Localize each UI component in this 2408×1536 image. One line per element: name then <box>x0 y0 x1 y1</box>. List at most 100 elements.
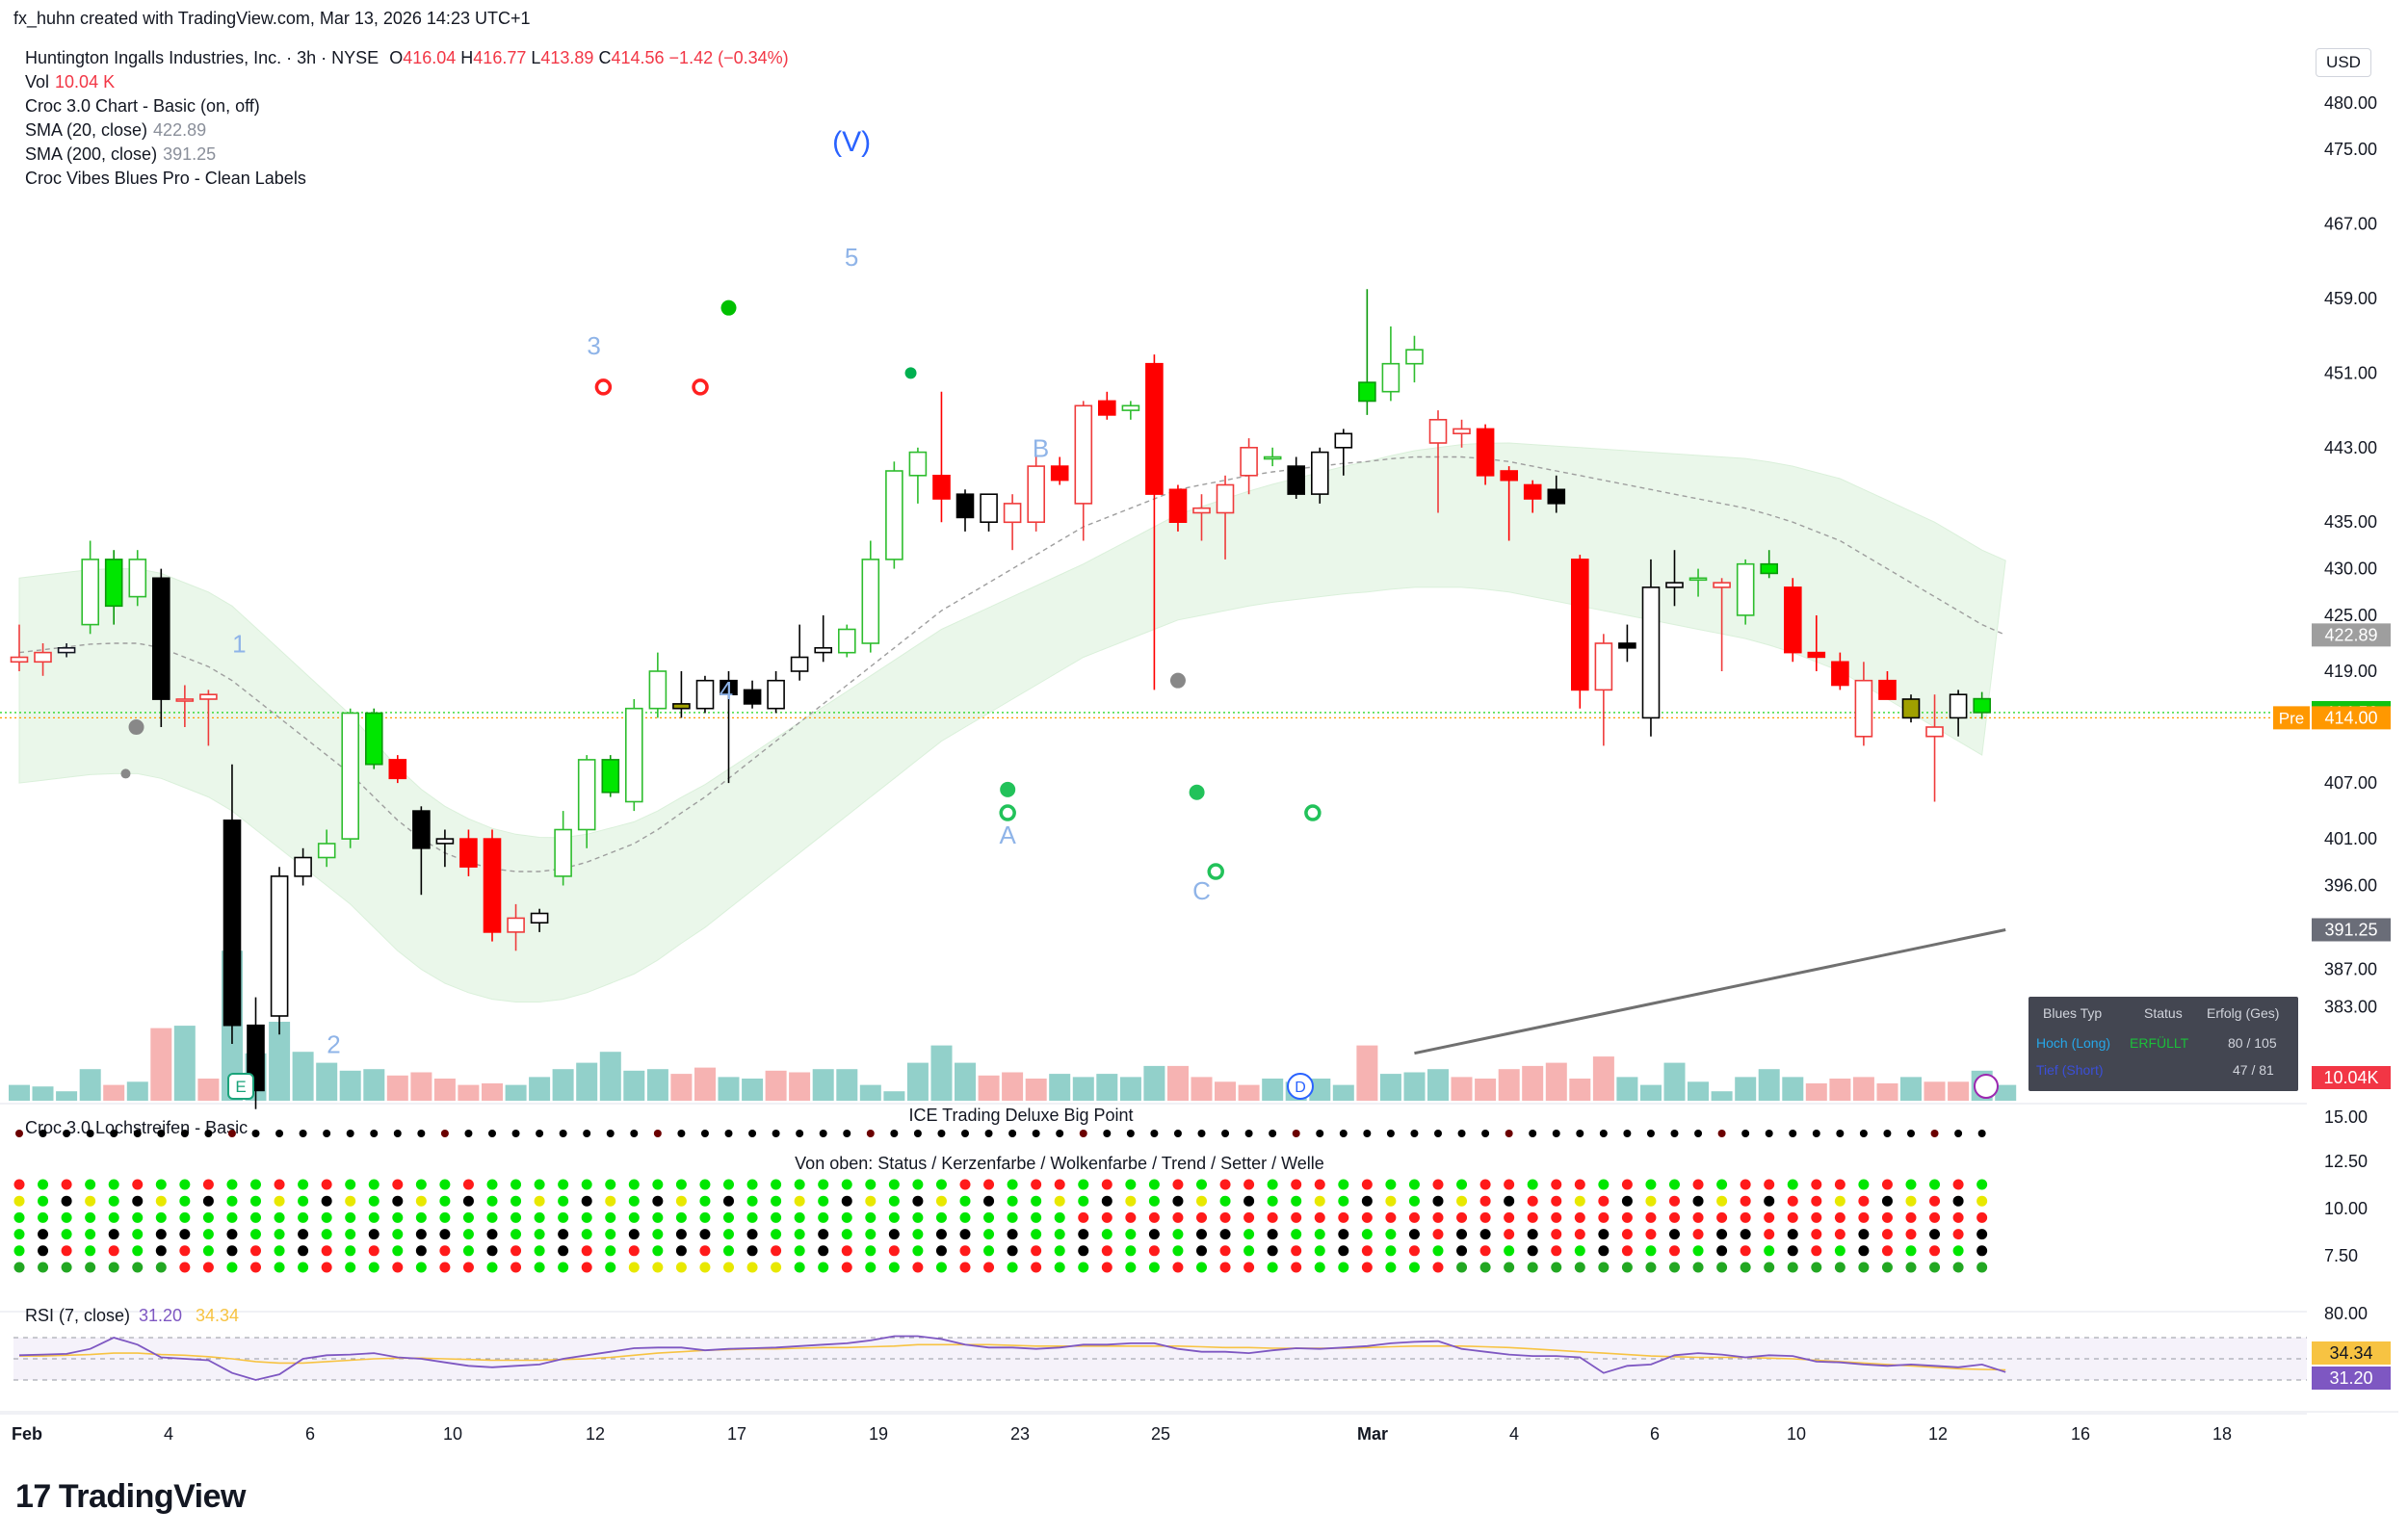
status-dot <box>132 1179 144 1190</box>
status-dot <box>675 1195 687 1207</box>
status-dot <box>959 1262 971 1273</box>
status-dot <box>1881 1245 1893 1257</box>
status-dot <box>1621 1245 1633 1257</box>
volume-bar <box>599 1052 621 1101</box>
status-dot <box>1740 1262 1751 1273</box>
status-dot <box>628 1229 640 1240</box>
legend-volume[interactable]: Vol 10.04 K <box>25 70 115 94</box>
candle-body <box>980 493 998 524</box>
candle-body <box>837 628 856 654</box>
status-dot <box>61 1179 72 1190</box>
volume-bar <box>906 1062 929 1101</box>
tradingview-logo[interactable]: 17 TradingView <box>15 1478 246 1516</box>
status-dot <box>1078 1195 1089 1207</box>
dividend-badge-label: D <box>1295 1080 1306 1096</box>
signal-ring <box>999 804 1016 821</box>
pre-price-badge: 414.00 <box>2324 708 2377 727</box>
volume-bar <box>458 1084 480 1101</box>
symbol-title[interactable]: Huntington Ingalls Industries, Inc. · 3h… <box>25 48 380 67</box>
blues-row-success: 47 / 81 <box>2233 1062 2274 1078</box>
candle-body <box>1878 679 1897 700</box>
status-dot <box>38 1229 49 1240</box>
legend-sma20[interactable]: SMA (20, close) 422.89 <box>25 118 206 143</box>
low-value: 413.89 <box>540 48 594 67</box>
status-dot <box>298 1229 309 1240</box>
volume-bar <box>1805 1083 1827 1101</box>
volume-bar <box>32 1086 54 1101</box>
time-axis-label: 10 <box>1787 1424 1806 1444</box>
candle <box>1145 354 1164 690</box>
status-dot <box>1385 1245 1397 1257</box>
status-dot <box>1267 1195 1278 1207</box>
big-point-dot <box>227 1130 236 1137</box>
status-dot <box>1740 1229 1751 1240</box>
time-axis-label: 16 <box>2071 1424 2090 1444</box>
status-dot <box>771 1245 782 1257</box>
status-dot <box>1338 1262 1349 1273</box>
status-dot <box>1101 1195 1112 1207</box>
legend-croc-chart[interactable]: Croc 3.0 Chart - Basic (on, off) <box>25 96 260 116</box>
big-point-dot <box>819 1130 827 1137</box>
rsi-ma-legend-value: 34.34 <box>196 1306 239 1325</box>
status-dot <box>1267 1262 1278 1273</box>
status-dot <box>652 1179 664 1190</box>
status-dot <box>581 1195 592 1207</box>
status-dot <box>558 1262 569 1273</box>
big-point-dot <box>1173 1130 1182 1137</box>
status-dot <box>61 1245 72 1257</box>
status-dot <box>1054 1245 1065 1257</box>
status-dot <box>250 1229 261 1240</box>
pre-price-badge-box <box>2312 706 2391 730</box>
status-dot <box>321 1211 332 1223</box>
status-dot <box>368 1245 380 1257</box>
big-point-dot <box>204 1130 213 1137</box>
status-dot <box>675 1179 687 1190</box>
volume-bar <box>1262 1079 1284 1101</box>
status-dot <box>155 1229 167 1240</box>
volume-bar <box>1379 1074 1401 1101</box>
price-badges: 422.89414.56Pre414.00391.2510.04K34.3431… <box>2273 623 2391 1390</box>
candle-body <box>1925 726 1944 738</box>
big-point-dot <box>15 1130 23 1137</box>
volume-bar <box>363 1069 385 1101</box>
big-point-dot <box>275 1130 284 1137</box>
status-dot <box>1243 1229 1255 1240</box>
status-dot <box>1148 1245 1160 1257</box>
status-dot <box>1621 1211 1633 1223</box>
volume-bar <box>1143 1065 1165 1101</box>
status-dot <box>1764 1229 1775 1240</box>
tradingview-brand: TradingView <box>58 1478 247 1515</box>
status-dot <box>1031 1229 1042 1240</box>
status-dot <box>1787 1211 1798 1223</box>
volume-bar <box>197 1079 220 1101</box>
status-dot <box>912 1229 924 1240</box>
status-dot <box>1101 1229 1112 1240</box>
status-dot <box>1007 1245 1018 1257</box>
status-dot <box>983 1179 995 1190</box>
volume-bar <box>718 1077 740 1101</box>
currency-button[interactable]: USD <box>2316 48 2371 77</box>
legend-croc-vibes[interactable]: Croc Vibes Blues Pro - Clean Labels <box>25 169 306 188</box>
status-dot <box>108 1229 119 1240</box>
status-dot <box>1101 1262 1112 1273</box>
legend-sma200[interactable]: SMA (200, close) 391.25 <box>25 143 216 167</box>
status-dot <box>1551 1179 1562 1190</box>
candle <box>837 624 856 658</box>
signal-dot <box>1169 672 1186 689</box>
status-dot <box>1456 1195 1468 1207</box>
status-dot <box>439 1245 451 1257</box>
status-dot <box>794 1229 805 1240</box>
status-dot <box>558 1195 569 1207</box>
status-dot <box>1432 1211 1444 1223</box>
time-axis-label: 19 <box>869 1424 888 1444</box>
volume-bar <box>1948 1081 1970 1101</box>
candle-body <box>1405 349 1424 365</box>
volume-bar <box>1852 1077 1874 1101</box>
rsi-legend-value: 31.20 <box>139 1306 182 1325</box>
wave-label: 3 <box>587 331 600 360</box>
status-dot <box>605 1195 616 1207</box>
status-dot <box>675 1229 687 1240</box>
candle-body <box>1831 661 1849 687</box>
big-point-dot <box>1812 1130 1820 1137</box>
